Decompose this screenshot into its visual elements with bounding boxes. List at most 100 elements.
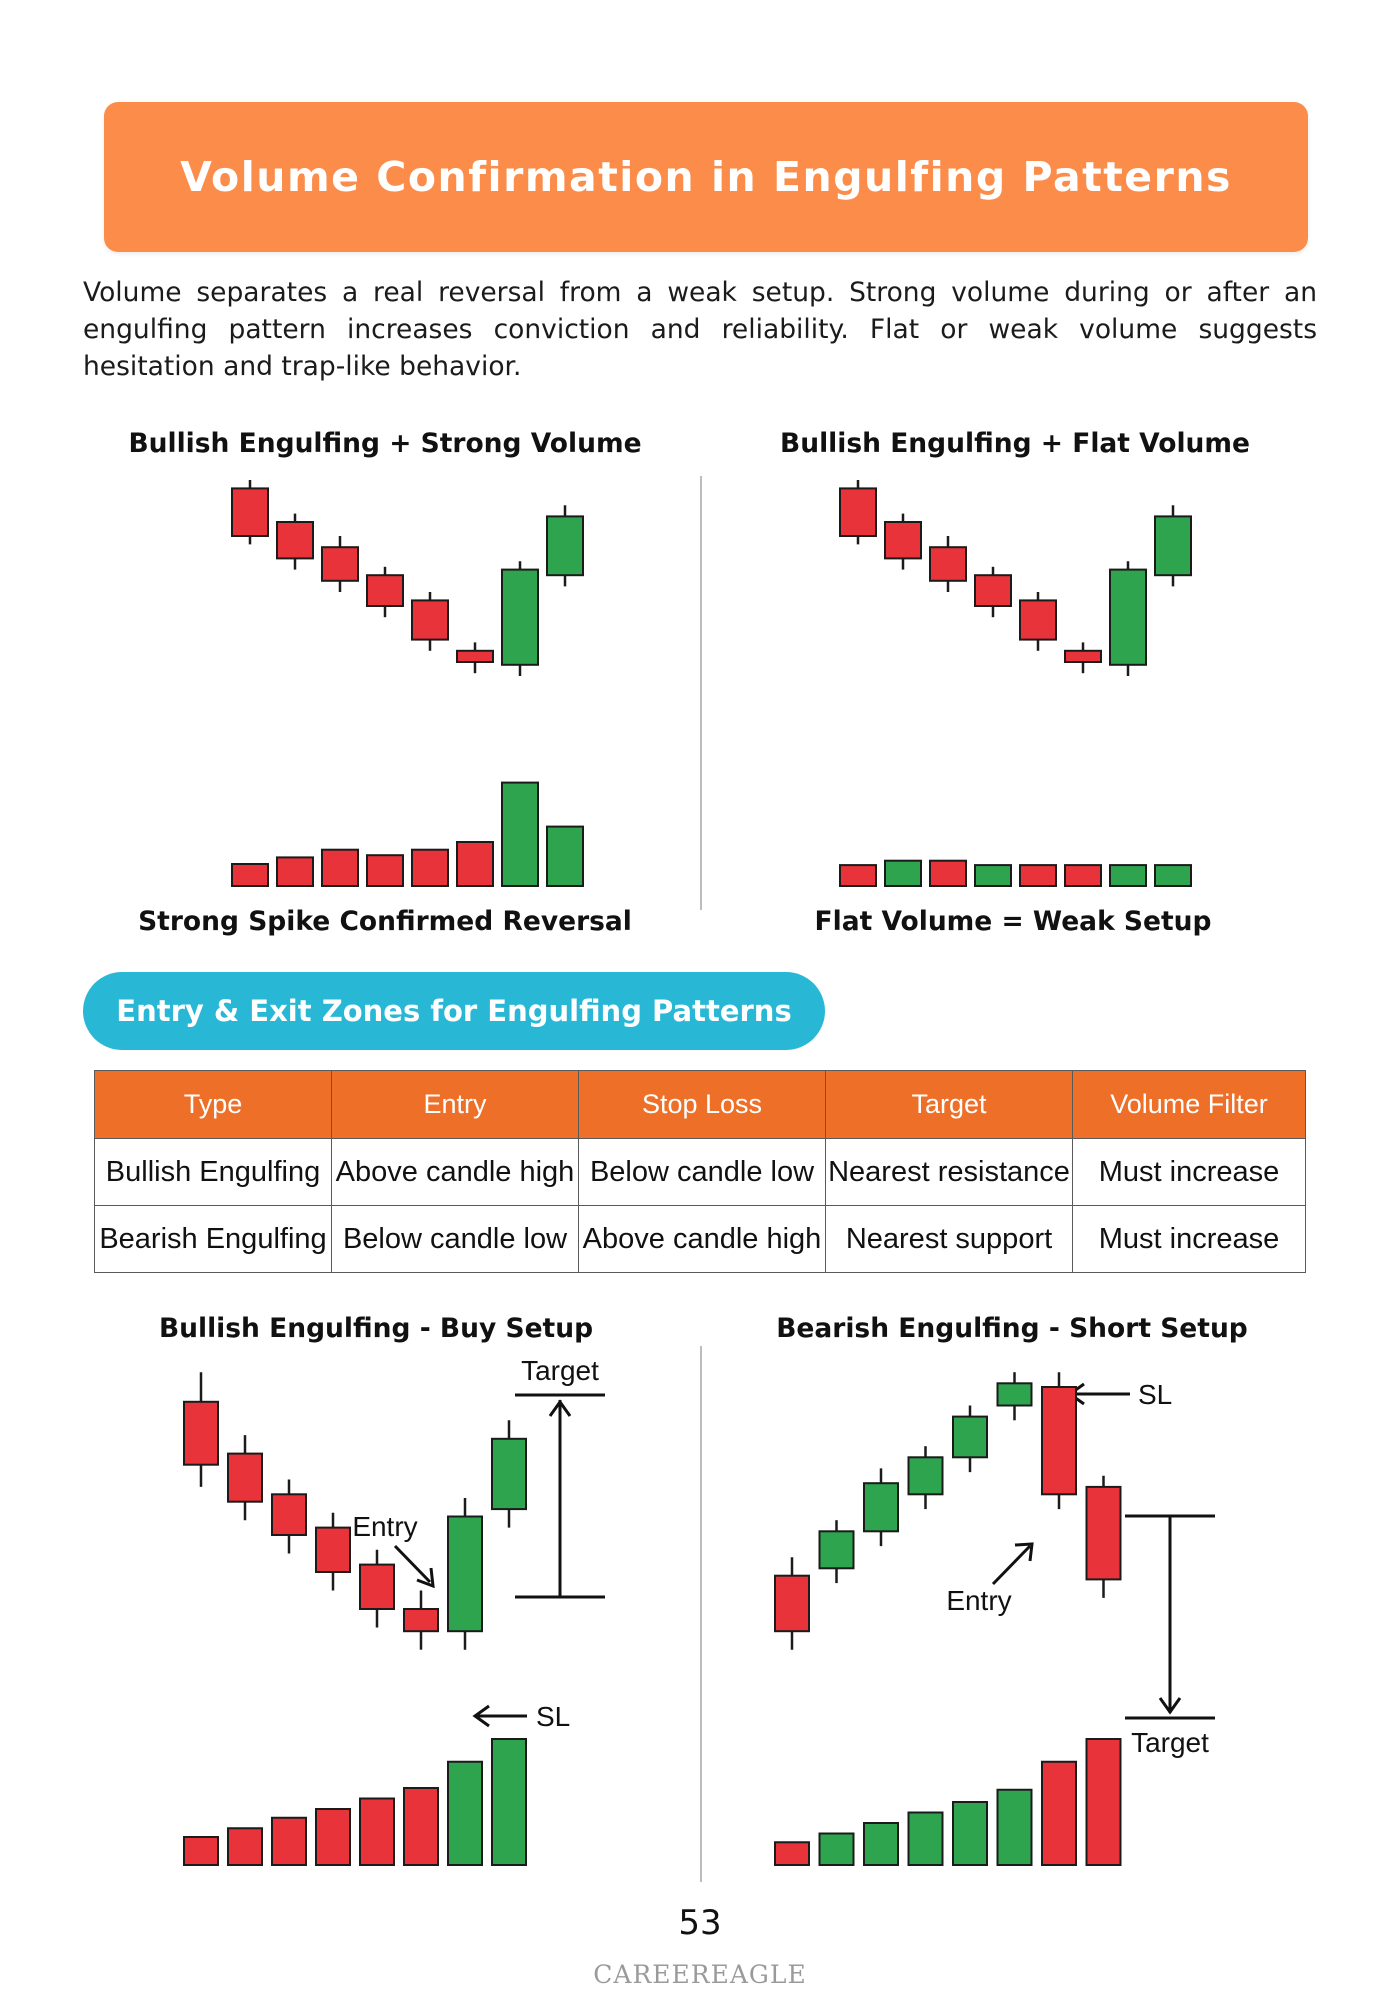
candle-bear bbox=[1019, 592, 1057, 651]
candle-body bbox=[1064, 649, 1102, 664]
zones-heading-pill: Entry & Exit Zones for Engulfing Pattern… bbox=[83, 972, 825, 1050]
volume-bar-bear bbox=[1085, 1738, 1122, 1866]
candle-bull bbox=[501, 561, 539, 676]
candle-body bbox=[818, 1530, 855, 1570]
panel-short-title: Bearish Engulfing - Short Setup bbox=[776, 1313, 1248, 1344]
table-cell: Above candle high bbox=[578, 1205, 826, 1273]
candle-body bbox=[321, 546, 359, 582]
volume-bar-bull bbox=[491, 1738, 527, 1866]
table-cell: Below candle low bbox=[578, 1138, 826, 1206]
candle-bear bbox=[884, 513, 922, 570]
candle-body bbox=[456, 649, 494, 664]
candle-body bbox=[839, 487, 877, 537]
volume-bar-bull bbox=[863, 1822, 899, 1866]
candle-body bbox=[907, 1456, 944, 1496]
candle-body bbox=[884, 521, 922, 560]
candle-body bbox=[359, 1563, 395, 1611]
candle-bear bbox=[315, 1512, 351, 1591]
candle-body bbox=[227, 1452, 263, 1503]
col-entry: Entry bbox=[331, 1070, 579, 1139]
candle-body bbox=[447, 1515, 483, 1633]
candle-bull bbox=[1154, 505, 1192, 587]
volume-bar-bear bbox=[1041, 1760, 1077, 1866]
intro-paragraph: Volume separates a real reversal from a … bbox=[83, 277, 1317, 382]
volume-bar-bear bbox=[1019, 864, 1057, 888]
volume-bar-bear bbox=[231, 863, 269, 887]
candle-bull bbox=[447, 1498, 483, 1650]
volume-bar-bear bbox=[411, 848, 449, 888]
table-row: Bearish Engulfing Below candle low Above… bbox=[94, 1205, 1306, 1273]
entry-arrow-head bbox=[1014, 1542, 1034, 1562]
candle-body bbox=[491, 1437, 527, 1511]
volume-bar-bull bbox=[1109, 864, 1147, 888]
col-target: Target bbox=[825, 1070, 1073, 1139]
page-title: Volume Confirmation in Engulfing Pattern… bbox=[180, 153, 1232, 201]
candle-bull bbox=[491, 1420, 527, 1528]
volume-bar-bull bbox=[1154, 864, 1192, 888]
volume-bar-bear bbox=[774, 1841, 810, 1866]
col-type: Type bbox=[94, 1070, 332, 1139]
candle-bull bbox=[818, 1520, 855, 1584]
entry-arrow-line bbox=[991, 1544, 1032, 1586]
candle-bear bbox=[456, 642, 494, 674]
candle-body bbox=[546, 515, 584, 577]
col-volume-filter: Volume Filter bbox=[1072, 1070, 1306, 1139]
divider-top bbox=[700, 476, 702, 910]
candle-bull bbox=[907, 1446, 944, 1510]
panel-flat-caption: Flat Volume = Weak Setup bbox=[814, 906, 1212, 937]
candle-body bbox=[1019, 599, 1057, 641]
zones-heading: Entry & Exit Zones for Engulfing Pattern… bbox=[116, 994, 792, 1028]
candle-body bbox=[231, 487, 269, 537]
candle-bear bbox=[929, 536, 967, 592]
candle-bear bbox=[1085, 1475, 1122, 1598]
volume-bar-bull bbox=[974, 864, 1012, 888]
target-label: Target bbox=[1131, 1727, 1209, 1758]
title-banner: Volume Confirmation in Engulfing Pattern… bbox=[104, 102, 1308, 252]
sl-arrow-head bbox=[472, 1704, 490, 1728]
volume-bar-bear bbox=[276, 856, 314, 887]
volume-bar-bull bbox=[546, 825, 584, 888]
volume-bar-bear bbox=[456, 841, 494, 887]
candle-body bbox=[366, 574, 404, 607]
panel-strong-caption: Strong Spike Confirmed Reversal bbox=[138, 906, 632, 937]
candle-bear bbox=[183, 1372, 219, 1487]
candle-body bbox=[863, 1482, 899, 1533]
chart-flat-volume bbox=[839, 480, 1192, 888]
page-number: 53 bbox=[678, 1903, 722, 1943]
chart-buy-setup: Target Entry SL bbox=[183, 1355, 605, 1866]
candle-body bbox=[403, 1608, 439, 1633]
chart-short-setup: SL Entry Target bbox=[774, 1372, 1215, 1866]
table-cell: Nearest support bbox=[825, 1205, 1073, 1273]
candle-bear bbox=[359, 1549, 395, 1628]
table-cell: Nearest resistance bbox=[825, 1138, 1073, 1206]
sl-label: SL bbox=[1138, 1379, 1172, 1410]
candle-bear bbox=[1041, 1372, 1077, 1510]
candle-bull bbox=[952, 1405, 988, 1473]
candle-bear bbox=[403, 1590, 439, 1650]
volume-bar-bear bbox=[359, 1797, 395, 1866]
candle-body bbox=[411, 599, 449, 641]
volume-bar-bear bbox=[1064, 864, 1102, 888]
volume-bar-bear bbox=[929, 859, 967, 888]
candle-body bbox=[974, 574, 1012, 607]
volume-bar-bull bbox=[884, 859, 922, 888]
table-cell: Must increase bbox=[1072, 1138, 1306, 1206]
candle-bear bbox=[276, 513, 314, 570]
table-header-row: Type Entry Stop Loss Target Volume Filte… bbox=[94, 1070, 1306, 1139]
divider-bottom bbox=[700, 1346, 702, 1882]
table-cell: Must increase bbox=[1072, 1205, 1306, 1273]
candle-body bbox=[1154, 515, 1192, 577]
candle-bear bbox=[366, 566, 404, 618]
volume-bar-bear bbox=[839, 864, 877, 888]
volume-bar-bull bbox=[907, 1811, 944, 1866]
entry-label: Entry bbox=[946, 1585, 1011, 1616]
candle-bear bbox=[321, 536, 359, 592]
col-stop-loss: Stop Loss bbox=[578, 1070, 826, 1139]
entry-label: Entry bbox=[352, 1511, 417, 1542]
volume-bar-bear bbox=[366, 854, 404, 888]
table-cell: Below candle low bbox=[331, 1205, 579, 1273]
target-label: Target bbox=[521, 1355, 599, 1386]
candle-bear bbox=[231, 480, 269, 545]
table-cell: Bearish Engulfing bbox=[94, 1205, 332, 1273]
volume-bar-bull bbox=[952, 1801, 988, 1866]
